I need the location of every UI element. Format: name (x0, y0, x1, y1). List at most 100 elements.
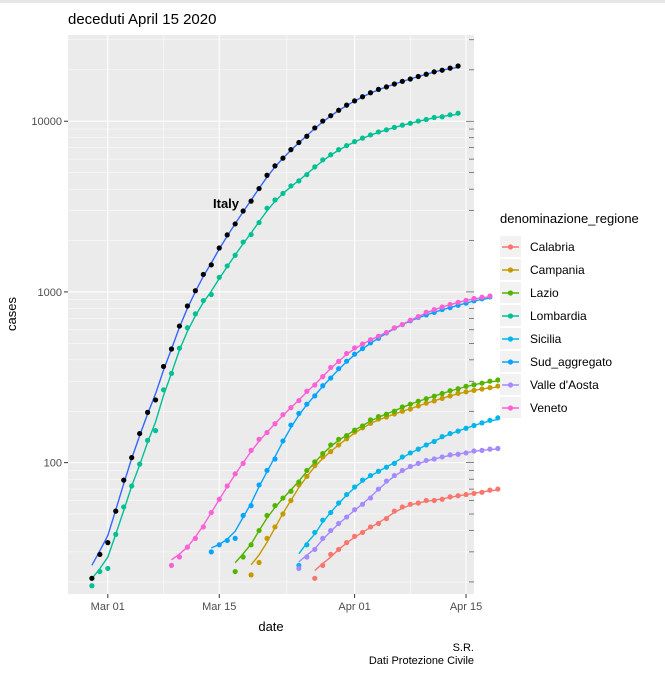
data-point-sicilia (399, 454, 405, 460)
legend-key-point-sicilia (507, 336, 514, 342)
data-point-veneto (383, 329, 390, 336)
data-point-italy (105, 540, 111, 546)
data-point-italy (256, 185, 262, 192)
data-point-lombardia (224, 263, 230, 269)
data-point-italy (423, 71, 429, 77)
data-point-sicilia (367, 472, 374, 479)
data-point-italy (296, 139, 302, 146)
data-point-italy (359, 94, 366, 100)
data-point-italy (439, 67, 445, 73)
data-point-sud-aggregato (264, 467, 270, 474)
data-point-calabria (399, 504, 405, 510)
legend-label-sicilia: Sicilia (530, 332, 562, 346)
data-point-lombardia (113, 531, 119, 537)
data-point-calabria (415, 500, 421, 506)
data-point-campania (431, 398, 437, 404)
data-point-italy (312, 125, 318, 131)
data-point-valle-d-aosta (455, 451, 461, 457)
data-point-sicilia (383, 464, 390, 470)
data-point-lazio (423, 396, 429, 402)
data-point-italy (431, 69, 437, 75)
data-point-italy (97, 551, 103, 558)
data-point-sud-aggregato (248, 503, 254, 509)
data-point-lombardia (415, 118, 421, 124)
data-point-sud-aggregato (224, 537, 230, 544)
data-point-lazio (336, 436, 342, 442)
gridlines (68, 35, 474, 594)
data-point-veneto (256, 436, 262, 442)
data-point-veneto (304, 388, 310, 394)
data-point-valle-d-aosta (375, 486, 382, 492)
data-point-lombardia (121, 504, 127, 510)
data-point-campania (256, 559, 262, 566)
data-point-lazio (495, 377, 501, 383)
data-point-veneto (280, 412, 286, 418)
data-point-veneto (471, 295, 477, 302)
data-point-sicilia (320, 517, 326, 523)
data-point-valle-d-aosta (495, 445, 501, 452)
data-point-sicilia (344, 491, 350, 498)
data-point-lazio (431, 393, 437, 399)
data-point-sud-aggregato (336, 366, 342, 372)
data-point-sud-aggregato (344, 358, 350, 364)
data-point-lazio (344, 433, 350, 439)
data-point-veneto (344, 350, 350, 357)
data-point-sicilia (336, 500, 342, 506)
data-point-lombardia (240, 239, 246, 245)
data-point-lazio (367, 417, 374, 423)
data-point-calabria (320, 562, 326, 569)
data-point-sicilia (415, 446, 421, 452)
data-point-italy (129, 455, 135, 461)
data-point-calabria (439, 496, 445, 502)
legend-label-lazio: Lazio (530, 286, 559, 300)
data-point-lazio (328, 442, 334, 448)
data-point-italy (447, 65, 453, 71)
data-point-campania (248, 572, 254, 578)
data-point-italy (240, 208, 246, 214)
data-point-lombardia (296, 178, 302, 184)
data-point-lazio (312, 459, 318, 465)
series-line-lazio (234, 380, 498, 564)
y-axis-label: cases (4, 297, 19, 331)
data-point-italy (208, 262, 214, 268)
plot-panel (68, 35, 474, 594)
legend-key-point-lazio (507, 290, 514, 296)
y-tick-label: 100 (44, 458, 62, 470)
data-point-lombardia (336, 147, 342, 153)
legend-key-point-calabria (507, 244, 514, 250)
legend-label-campania: Campania (530, 263, 585, 277)
data-point-veneto (264, 429, 270, 436)
data-point-calabria (495, 486, 501, 492)
data-point-sud-aggregato (256, 482, 262, 488)
data-point-lazio (415, 398, 421, 404)
data-point-italy (248, 198, 254, 204)
data-point-calabria (423, 497, 429, 504)
data-point-italy (415, 73, 421, 80)
data-point-lombardia (160, 387, 167, 393)
data-point-veneto (312, 382, 318, 388)
data-point-italy (224, 232, 230, 238)
data-point-italy (272, 163, 278, 169)
data-point-sicilia (487, 417, 493, 423)
data-point-calabria (487, 487, 493, 493)
x-tick-label: Mar 15 (202, 601, 236, 613)
legend-key-point-veneto (507, 405, 514, 411)
legend-key-point-sud-aggregato (507, 359, 514, 365)
data-point-lombardia (208, 291, 214, 298)
data-point-veneto (184, 544, 191, 550)
data-point-veneto (375, 333, 382, 339)
data-point-campania (312, 463, 318, 469)
data-point-veneto (447, 301, 453, 308)
data-point-sud-aggregato (312, 393, 318, 399)
data-point-lombardia (184, 325, 191, 331)
data-point-veneto (320, 374, 326, 380)
data-point-calabria (479, 489, 485, 495)
data-point-veneto (359, 341, 366, 347)
data-point-calabria (328, 551, 334, 558)
chart-title: deceduti April 15 2020 (68, 11, 216, 28)
data-point-lombardia (129, 483, 135, 489)
data-point-calabria (359, 529, 366, 536)
data-point-calabria (312, 575, 318, 581)
data-point-lombardia (89, 583, 95, 589)
